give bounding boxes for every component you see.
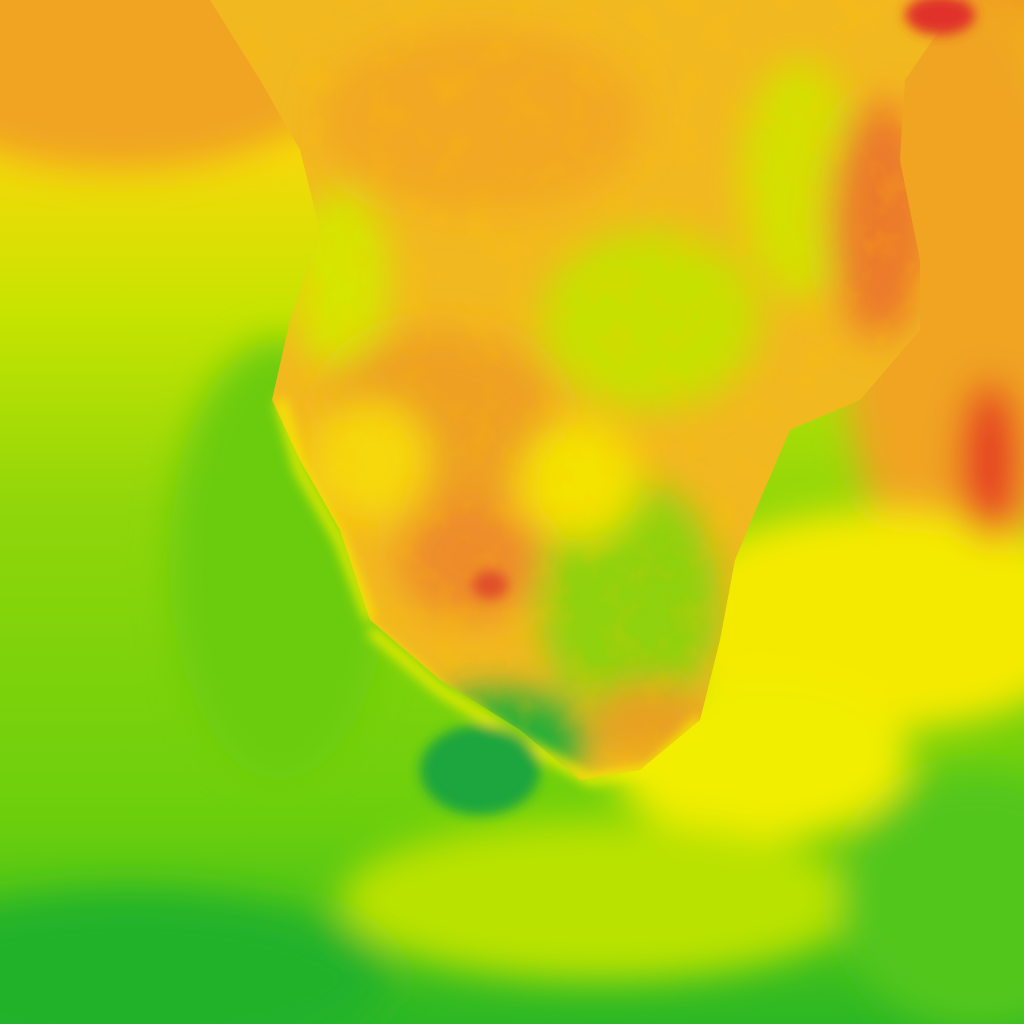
coastline-accents [275,0,975,815]
